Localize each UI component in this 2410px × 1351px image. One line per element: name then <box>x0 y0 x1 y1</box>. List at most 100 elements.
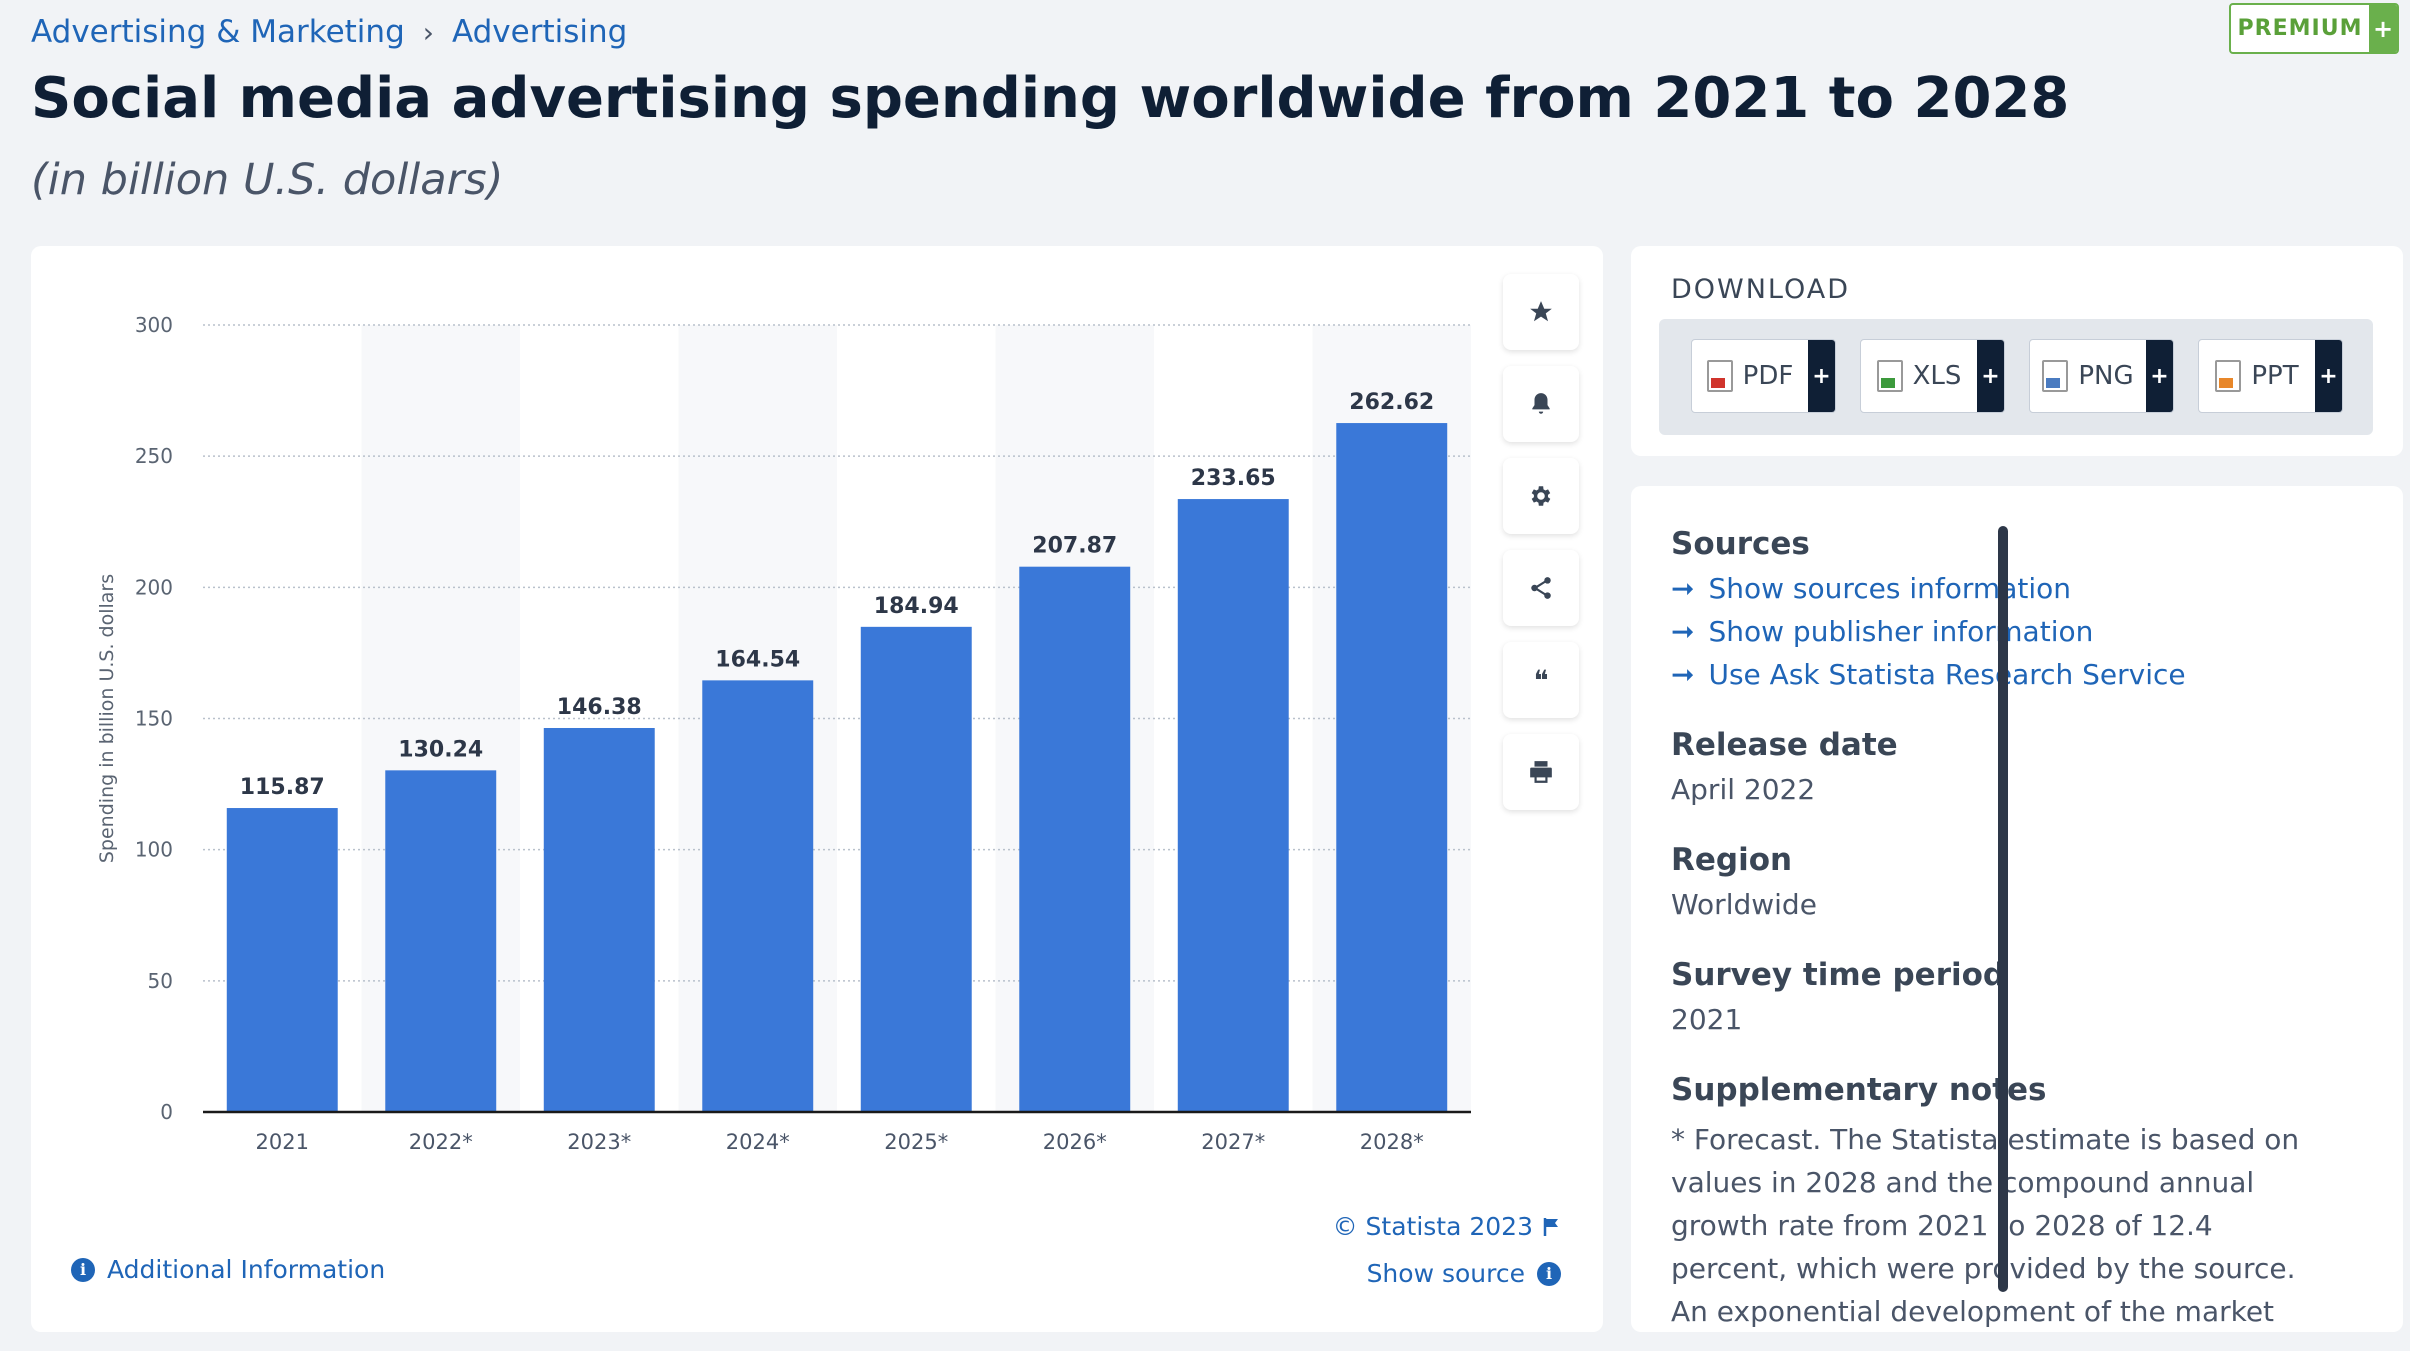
region-value: Worldwide <box>1671 888 1817 921</box>
data-label: 262.62 <box>1349 390 1434 415</box>
download-xls-button[interactable]: XLS + <box>1860 339 2005 413</box>
chart-toolbar: ❝ <box>1503 274 1583 826</box>
notification-button[interactable] <box>1503 366 1579 442</box>
data-label: 130.24 <box>398 737 483 762</box>
info-icon: i <box>71 1257 95 1282</box>
data-label: 207.87 <box>1032 534 1117 559</box>
survey-period-value: 2021 <box>1671 1003 1743 1036</box>
x-tick-label: 2028* <box>1360 1130 1424 1154</box>
info-scrollbar[interactable] <box>1998 526 2008 1292</box>
premium-plus: + <box>2369 5 2397 52</box>
share-button[interactable] <box>1503 550 1579 626</box>
release-date-value: April 2022 <box>1671 773 1816 806</box>
show-publisher-link[interactable]: ➞ Show publisher information <box>1671 615 2331 648</box>
premium-button[interactable]: PREMIUM + <box>2229 3 2399 54</box>
favorite-button[interactable] <box>1503 274 1579 350</box>
y-tick-label: 300 <box>135 313 173 337</box>
x-tick-label: 2021 <box>256 1130 309 1154</box>
breadcrumb-separator: › <box>422 15 434 49</box>
download-ppt-label: PPT <box>2251 361 2299 391</box>
download-ppt-button[interactable]: PPT + <box>2198 339 2343 413</box>
download-bar: PDF + XLS + PNG + PPT + <box>1659 319 2373 435</box>
download-ppt-plus: + <box>2315 340 2342 412</box>
ppt-file-icon <box>2215 360 2242 392</box>
show-sources-link[interactable]: ➞ Show sources information <box>1671 572 2331 605</box>
y-tick-label: 250 <box>135 444 173 468</box>
bar <box>226 808 338 1112</box>
show-sources-label: Show sources information <box>1708 572 2071 605</box>
bar <box>543 727 655 1112</box>
print-icon <box>1530 761 1552 783</box>
show-source-label: Show source <box>1366 1259 1525 1288</box>
bar <box>860 626 972 1112</box>
download-xls-plus: + <box>1977 340 2004 412</box>
arrow-right-icon: ➞ <box>1671 572 1695 605</box>
show-publisher-label: Show publisher information <box>1708 615 2094 648</box>
bell-icon <box>1532 393 1550 414</box>
y-tick-label: 0 <box>160 1100 173 1124</box>
breadcrumb-link-advertising[interactable]: Advertising <box>451 14 628 50</box>
arrow-right-icon: ➞ <box>1671 615 1695 648</box>
download-png-label: PNG <box>2078 361 2134 391</box>
show-source-link[interactable]: Show source i <box>1367 1259 1561 1288</box>
data-label: 233.65 <box>1191 466 1276 491</box>
settings-button[interactable] <box>1503 458 1579 534</box>
bar <box>1177 499 1289 1112</box>
y-tick-label: 200 <box>135 575 173 599</box>
release-date-heading: Release date <box>1671 727 1898 763</box>
statista-copyright-link[interactable]: © Statista 2023 <box>1333 1212 1561 1241</box>
ask-statista-label: Use Ask Statista Research Service <box>1708 658 2186 691</box>
supplementary-notes-text: * Forecast. The Statista estimate is bas… <box>1671 1123 2300 1328</box>
bar <box>385 770 497 1112</box>
share-icon <box>1531 577 1551 599</box>
page-subtitle: (in billion U.S. dollars) <box>31 155 504 205</box>
data-label: 164.54 <box>715 647 800 672</box>
statista-copyright: © Statista 2023 <box>1332 1212 1533 1241</box>
sources-heading: Sources <box>1671 526 1810 562</box>
png-file-icon <box>2042 360 2069 392</box>
gear-icon <box>1531 486 1551 506</box>
y-tick-label: 50 <box>148 969 173 993</box>
data-label: 184.94 <box>874 594 959 619</box>
download-title: DOWNLOAD <box>1671 274 1851 305</box>
breadcrumb-link-advertising-marketing[interactable]: Advertising & Marketing <box>31 14 405 50</box>
x-tick-label: 2024* <box>726 1130 790 1154</box>
x-tick-label: 2025* <box>884 1130 948 1154</box>
info-icon: i <box>1537 1261 1561 1286</box>
x-tick-label: 2026* <box>1043 1130 1107 1154</box>
data-label: 146.38 <box>557 695 642 720</box>
page-title: Social media advertising spending worldw… <box>31 66 2070 131</box>
statistic-info-card: Sources ➞ Show sources information ➞ Sho… <box>1631 486 2403 1332</box>
bar-chart: 0 50 100 150 200 250 300 Spending in billion U.… <box>96 313 1471 1154</box>
additional-information-link[interactable]: i Additional Information <box>71 1255 385 1284</box>
star-icon <box>1530 301 1552 322</box>
x-tick-label: 2022* <box>409 1130 473 1154</box>
ask-statista-link[interactable]: ➞ Use Ask Statista Research Service <box>1671 658 2331 691</box>
x-tick-label: 2027* <box>1201 1130 1265 1154</box>
download-pdf-plus: + <box>1808 340 1835 412</box>
download-xls-label: XLS <box>1912 361 1962 391</box>
cite-button[interactable]: ❝ <box>1503 642 1579 718</box>
quote-icon: ❝ <box>1533 663 1549 697</box>
download-card: DOWNLOAD PDF + XLS + PNG + <box>1631 246 2403 456</box>
y-axis-label: Spending in billion U.S. dollars <box>96 574 118 863</box>
data-label: 115.87 <box>240 775 325 800</box>
download-pdf-button[interactable]: PDF + <box>1691 339 1836 413</box>
supplementary-notes-heading: Supplementary notes <box>1671 1072 2047 1108</box>
flag-icon <box>1543 1217 1558 1236</box>
bar <box>702 680 814 1112</box>
x-tick-label: 2023* <box>567 1130 631 1154</box>
chart-card: 0 50 100 150 200 250 300 Spending in billion U.… <box>31 246 1603 1332</box>
y-tick-label: 150 <box>135 707 173 731</box>
premium-label: PREMIUM <box>2237 16 2363 41</box>
download-png-button[interactable]: PNG + <box>2029 339 2174 413</box>
bar <box>1336 423 1448 1112</box>
breadcrumb: Advertising & Marketing › Advertising <box>31 14 627 50</box>
bar <box>1019 566 1131 1112</box>
region-heading: Region <box>1671 842 1793 878</box>
additional-information-label: Additional Information <box>107 1255 386 1284</box>
y-tick-label: 100 <box>135 838 173 862</box>
print-button[interactable] <box>1503 734 1579 810</box>
pdf-file-icon <box>1706 360 1733 392</box>
download-png-plus: + <box>2146 340 2173 412</box>
